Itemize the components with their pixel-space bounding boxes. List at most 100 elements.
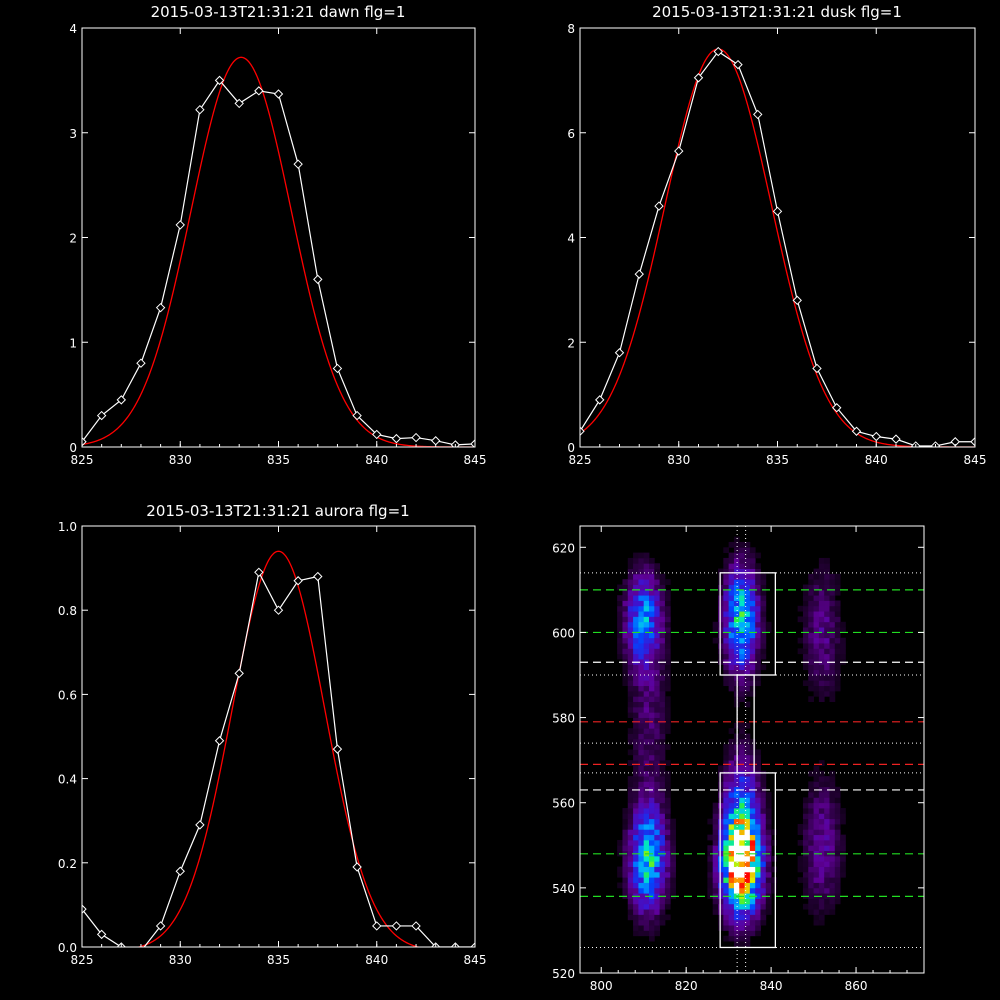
heatmap-cell (765, 797, 772, 804)
heatmap-cell (643, 882, 650, 889)
heatmap-cell (723, 871, 730, 878)
heatmap-cell (622, 813, 629, 820)
heatmap-cell (824, 829, 830, 836)
heatmap-cell (638, 887, 645, 894)
heatmap-cell (670, 818, 676, 825)
heatmap-cell (755, 637, 761, 644)
heatmap-cell (633, 887, 639, 894)
heatmap-cell (739, 579, 745, 585)
heatmap-cell (829, 573, 836, 580)
heatmap-cell (723, 829, 730, 836)
heatmap-cell (643, 749, 650, 756)
heatmap-cell (749, 829, 756, 836)
heatmap-cell (829, 770, 836, 777)
heatmap-cell (654, 802, 661, 809)
heatmap-cell (649, 632, 655, 639)
dawn-data-point (450, 440, 461, 447)
heatmap-cell (765, 808, 772, 814)
aurora-data-point (372, 921, 382, 931)
heatmap-cell (638, 664, 645, 671)
heatmap-cell (824, 845, 830, 852)
heatmap-cell (755, 754, 761, 761)
heatmap-cell (824, 605, 830, 612)
heatmap-cell (755, 781, 761, 788)
heatmap-cell (627, 786, 634, 793)
dusk-data-point (634, 269, 644, 279)
heatmap-cell (834, 680, 841, 687)
heatmap-cell (771, 829, 777, 836)
heatmap-cell (622, 871, 629, 878)
heatmap-cell (633, 914, 639, 921)
aurora-data-point (470, 942, 475, 947)
dawn-data-point (96, 410, 107, 421)
heatmap-cell (813, 573, 820, 580)
heatmap-cell (813, 589, 820, 596)
heatmap-cell (718, 616, 724, 623)
heatmap-cell (654, 744, 661, 750)
heatmap-cell (728, 818, 735, 825)
heatmap-cell (728, 744, 735, 750)
heatmap-cell (755, 552, 761, 559)
heatmap-cell (718, 781, 724, 788)
heatmap-cell (638, 627, 645, 633)
heatmap-cell (739, 871, 745, 878)
heatmap-cell (654, 611, 661, 617)
heatmap-cell (808, 813, 814, 820)
spectrogram-xtick-label: 800 (590, 979, 613, 993)
heatmap-cell (723, 802, 730, 809)
heatmap-cell (643, 680, 650, 687)
heatmap-cell (664, 855, 671, 862)
heatmap-cell (802, 813, 809, 820)
heatmap-cell (728, 621, 735, 628)
heatmap-cell (813, 632, 820, 639)
heatmap-cell (654, 664, 661, 671)
heatmap-cell (749, 781, 756, 788)
heatmap-cell (638, 866, 645, 873)
heatmap-cell (718, 855, 724, 862)
heatmap-cell (744, 744, 751, 750)
heatmap-cell (744, 824, 751, 830)
heatmap-cell (744, 797, 751, 804)
heatmap-cell (659, 744, 666, 750)
dawn-panel: 2015-03-13T21:31:21 dawn flg=1 825 830 835… (69, 3, 486, 467)
heatmap-cell (834, 839, 841, 846)
heatmap-cell (829, 887, 836, 894)
heatmap-cell (718, 792, 724, 798)
heatmap-cell (664, 621, 671, 628)
heatmap-cell (765, 861, 772, 867)
heatmap-cell (718, 605, 724, 612)
heatmap-cell (643, 685, 650, 692)
heatmap-cell (649, 855, 655, 862)
heatmap-cell (659, 712, 666, 718)
heatmap-cell (633, 573, 639, 580)
heatmap-cell (808, 818, 814, 825)
heatmap-cell (739, 637, 745, 644)
heatmap-cell (802, 871, 809, 878)
heatmap-cell (818, 797, 825, 804)
heatmap-cell (802, 584, 809, 591)
dawn-xtick-label: 840 (365, 453, 388, 467)
heatmap-cell (654, 887, 661, 894)
heatmap-cell (627, 659, 634, 665)
heatmap-cell (808, 839, 814, 846)
heatmap-cell (760, 573, 767, 580)
heatmap-cell (654, 584, 661, 591)
heatmap-cell (659, 616, 666, 623)
heatmap-cell (760, 877, 767, 883)
heatmap-cell (733, 627, 740, 633)
heatmap-cell (765, 818, 772, 825)
heatmap-cell (643, 722, 650, 729)
heatmap-cell (712, 637, 719, 644)
heatmap-cell (813, 882, 820, 889)
heatmap-cell (638, 701, 645, 708)
heatmap-cell (834, 627, 841, 633)
heatmap-cell (802, 834, 809, 841)
heatmap-cell (664, 797, 671, 804)
heatmap-cell (802, 589, 809, 596)
heatmap-cell (834, 834, 841, 841)
heatmap-cell (659, 685, 666, 692)
heatmap-cell (755, 802, 761, 809)
heatmap-cell (760, 616, 767, 623)
heatmap-cell (739, 611, 745, 617)
heatmap-cell (723, 675, 730, 681)
